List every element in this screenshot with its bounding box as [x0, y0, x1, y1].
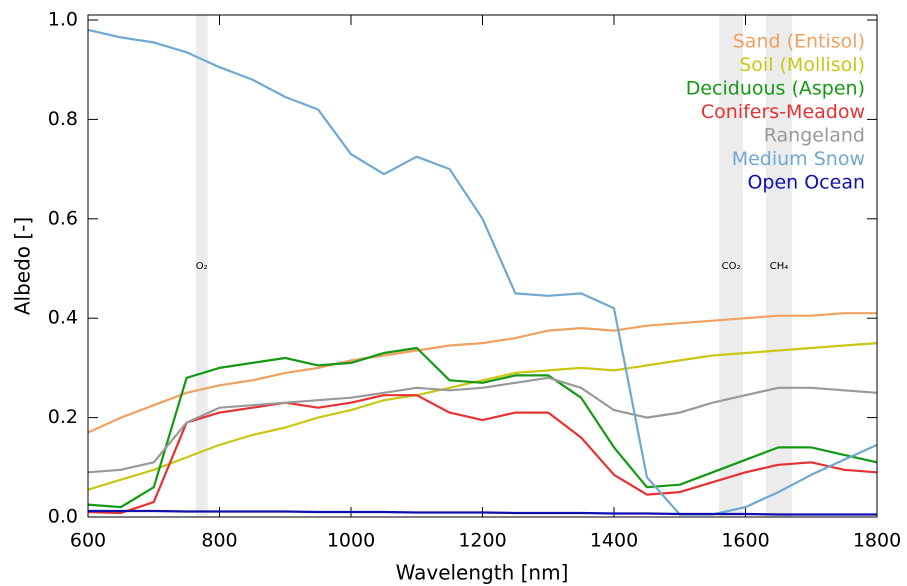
legend-entry: Soil (Mollisol)	[739, 54, 865, 76]
legend-entry: Conifers-Meadow	[701, 101, 865, 123]
series-line	[87, 346, 878, 509]
band-label: CO₂	[722, 261, 741, 272]
legend-entry: Medium Snow	[732, 148, 865, 170]
legend-entry: Open Ocean	[747, 172, 865, 194]
series-line	[87, 376, 878, 474]
absorption-band	[719, 15, 743, 517]
y-tick-label: 0.8	[48, 108, 78, 130]
x-axis-label: Wavelength [nm]	[396, 561, 569, 585]
y-tick-label: 0.0	[48, 506, 78, 528]
y-tick-label: 1.0	[48, 9, 78, 31]
series-line	[87, 342, 878, 491]
plot-frame	[87, 14, 878, 518]
y-tick-label: 0.6	[48, 207, 78, 229]
legend-entry: Sand (Entisol)	[733, 31, 865, 53]
legend-entry: Rangeland	[764, 125, 865, 147]
band-label: CH₄	[770, 261, 789, 272]
y-axis-label: Albedo [-]	[11, 217, 35, 315]
x-tick-label: 600	[70, 530, 106, 552]
series-line	[88, 509, 877, 516]
x-tick-label: 1800	[853, 530, 901, 552]
series-line	[87, 394, 878, 515]
band-label: O₂	[196, 261, 208, 272]
series-line	[87, 28, 878, 516]
x-tick-label: 800	[201, 530, 237, 552]
series-line	[87, 312, 877, 434]
x-tick-label: 1400	[590, 530, 638, 552]
x-tick-label: 1000	[327, 530, 375, 552]
absorption-band	[195, 15, 208, 517]
absorption-band	[765, 15, 793, 517]
x-tick-label: 1200	[458, 530, 506, 552]
legend-entry: Deciduous (Aspen)	[686, 78, 865, 100]
y-tick-label: 0.2	[48, 406, 78, 428]
x-tick-label: 1600	[721, 530, 769, 552]
y-tick-label: 0.4	[48, 307, 78, 329]
